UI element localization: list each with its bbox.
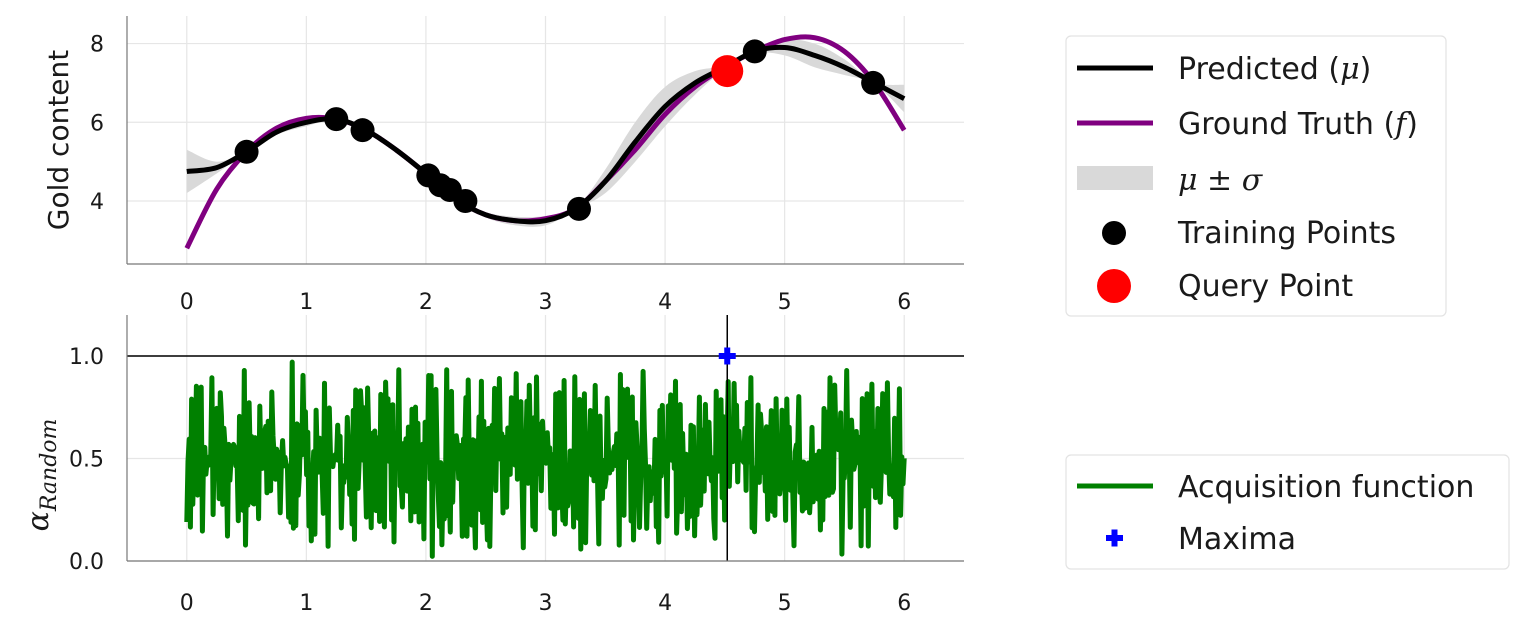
top-grid bbox=[127, 16, 964, 264]
bottom-plot: 0 1 2 3 4 5 6 0.0 0.5 1.0 αRandom bbox=[21, 315, 964, 616]
bottom-y-tick-label: 1.0 bbox=[69, 345, 104, 370]
bottom-x-tick-label: 3 bbox=[539, 591, 553, 616]
top-y-ticks: 4 6 8 bbox=[90, 33, 104, 215]
legend-bottom-frame bbox=[1065, 454, 1510, 570]
bottom-x-tick-label: 4 bbox=[658, 591, 672, 616]
top-x-tick-label: 2 bbox=[419, 290, 433, 315]
maxima-plus-v bbox=[724, 347, 731, 365]
top-x-tick-label: 1 bbox=[299, 290, 313, 315]
training-point bbox=[566, 196, 591, 221]
bottom-y-ticks: 0.0 0.5 1.0 bbox=[69, 345, 104, 575]
top-x-tick-label: 5 bbox=[778, 290, 792, 315]
bottom-x-tick-label: 6 bbox=[897, 591, 911, 616]
legend-query-label: Query Point bbox=[1178, 269, 1353, 304]
legend-top-frame bbox=[1065, 35, 1447, 317]
maxima-marker bbox=[718, 347, 736, 365]
top-x-tick-label: 3 bbox=[539, 290, 553, 315]
bottom-x-tick-label: 2 bbox=[419, 591, 433, 616]
training-point bbox=[350, 118, 375, 143]
legend-predicted-label: Predicted (μ) bbox=[1178, 52, 1371, 87]
training-point bbox=[453, 189, 478, 214]
training-points bbox=[234, 39, 886, 221]
top-y-axis-label: Gold content bbox=[42, 50, 75, 231]
bottom-y-axis-label: αRandom bbox=[21, 419, 62, 532]
training-point bbox=[234, 139, 259, 164]
acquisition-line bbox=[184, 359, 907, 559]
predicted-line bbox=[186, 44, 906, 225]
bottom-y-tick-label: 0.5 bbox=[69, 448, 104, 473]
training-point bbox=[861, 70, 886, 95]
legend-bottom: Acquisition function Maxima bbox=[1065, 454, 1510, 570]
top-plot: 0 1 2 3 4 5 6 4 6 8 Gold content bbox=[42, 16, 964, 315]
legend-maxima-label: Maxima bbox=[1178, 522, 1296, 557]
uncertainty-band bbox=[186, 39, 905, 227]
legend-acquisition-label: Acquisition function bbox=[1178, 470, 1474, 505]
bottom-x-tick-label: 0 bbox=[180, 591, 194, 616]
legend-training-label: Training Points bbox=[1177, 216, 1396, 251]
training-point bbox=[742, 39, 767, 64]
top-y-tick-label: 8 bbox=[90, 33, 104, 58]
legend-band-swatch bbox=[1077, 166, 1153, 190]
legend-training-swatch bbox=[1102, 221, 1126, 245]
top-x-tick-label: 6 bbox=[897, 290, 911, 315]
legend-band-label: μ ± σ bbox=[1178, 163, 1264, 198]
training-point bbox=[324, 107, 349, 132]
query-point bbox=[711, 55, 744, 88]
bottom-y-tick-label: 0.0 bbox=[69, 550, 104, 575]
top-x-ticks: 0 1 2 3 4 5 6 bbox=[180, 290, 911, 315]
top-y-tick-label: 6 bbox=[90, 111, 104, 136]
bottom-x-ticks: 0 1 2 3 4 5 6 bbox=[180, 591, 911, 616]
bottom-x-tick-label: 5 bbox=[778, 591, 792, 616]
top-y-tick-label: 4 bbox=[90, 190, 104, 215]
legend-maxima-plus bbox=[1106, 529, 1123, 547]
legend-query-swatch bbox=[1097, 269, 1131, 303]
legend-ground-truth-label: Ground Truth (f) bbox=[1178, 107, 1418, 142]
bottom-x-tick-label: 1 bbox=[299, 591, 313, 616]
top-x-tick-label: 0 bbox=[180, 290, 194, 315]
legend-top: Predicted (μ) Ground Truth (f) μ ± σ Tra… bbox=[1065, 35, 1447, 317]
top-x-tick-label: 4 bbox=[658, 290, 672, 315]
